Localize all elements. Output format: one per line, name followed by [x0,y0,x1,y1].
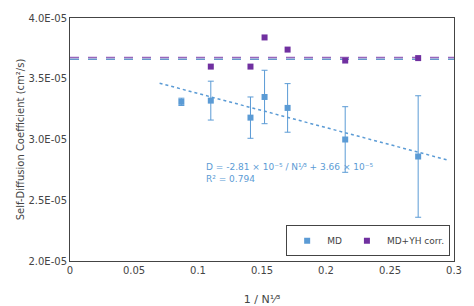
svg-text:0.25: 0.25 [379,265,401,276]
svg-text:D = -2.81 × 10⁻⁵ / N¹⁄³ + 3.66: D = -2.81 × 10⁻⁵ / N¹⁄³ + 3.66 × 10⁻⁵R² … [206,162,374,184]
svg-text:3.0E-05: 3.0E-05 [28,134,67,145]
svg-text:0.05: 0.05 [123,265,145,276]
svg-text:MD: MD [327,236,342,246]
svg-text:MD+YH corr.: MD+YH corr. [387,236,444,246]
svg-text:Self-Diffusion Coefficient (cm: Self-Diffusion Coefficient (cm²/s) [15,59,26,221]
svg-text:2.0E-05: 2.0E-05 [28,256,67,267]
svg-text:0.2: 0.2 [318,265,334,276]
svg-text:0.1: 0.1 [190,265,206,276]
svg-text:0.3: 0.3 [446,265,462,276]
svg-text:4.0E-05: 4.0E-05 [28,13,67,24]
svg-text:2.5E-05: 2.5E-05 [28,195,67,206]
svg-text:1 / N¹⁄³: 1 / N¹⁄³ [244,293,281,306]
svg-text:0: 0 [67,265,73,276]
svg-text:0.15: 0.15 [251,265,273,276]
svg-text:3.5E-05: 3.5E-05 [28,73,67,84]
